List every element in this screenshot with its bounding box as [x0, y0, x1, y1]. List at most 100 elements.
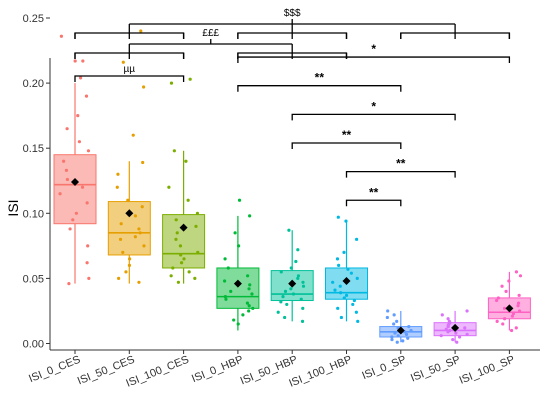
- data-point: [87, 276, 91, 280]
- data-point: [85, 261, 89, 265]
- data-point: [73, 59, 77, 63]
- data-point: [517, 293, 521, 297]
- data-point: [355, 237, 359, 241]
- data-point: [401, 339, 405, 343]
- data-point: [186, 198, 190, 202]
- data-point: [285, 302, 289, 307]
- data-point: [184, 159, 188, 163]
- significance-bracket-line: [345, 199, 402, 207]
- data-point: [300, 319, 305, 323]
- data-point: [352, 298, 356, 303]
- data-point: [223, 257, 227, 261]
- group-bracket-label: $$$: [284, 8, 301, 19]
- data-point: [176, 280, 180, 284]
- data-point: [81, 59, 85, 63]
- data-point: [451, 337, 455, 342]
- box-iqr: [53, 154, 97, 225]
- data-point: [337, 263, 341, 267]
- data-point: [279, 300, 283, 304]
- data-point: [518, 274, 523, 278]
- mean-marker: [125, 209, 134, 218]
- data-point: [84, 94, 89, 98]
- y-axis-ticks: 0.00 0.05 0.10 0.15 0.20 0.25: [23, 13, 50, 350]
- data-point: [195, 211, 200, 215]
- box-iqr: [162, 214, 206, 269]
- y-tick-label: 0.05: [23, 273, 44, 285]
- data-point: [233, 231, 237, 235]
- axes: [49, 58, 540, 351]
- data-point: [248, 214, 252, 218]
- data-point: [78, 76, 83, 80]
- data-point: [392, 313, 396, 317]
- data-point: [354, 310, 358, 314]
- mean-marker: [342, 276, 351, 285]
- data-point: [139, 29, 143, 33]
- data-point: [126, 198, 130, 202]
- data-point: [356, 319, 360, 323]
- data-point: [169, 274, 173, 278]
- significance-bracket-label: **: [396, 157, 406, 171]
- mean-marker: [451, 323, 460, 332]
- data-point: [457, 335, 462, 339]
- data-point: [232, 318, 236, 322]
- data-point: [167, 185, 171, 189]
- significance-bracket-label: **: [369, 185, 379, 199]
- data-point: [169, 81, 174, 85]
- data-point: [276, 310, 280, 314]
- mean-marker: [71, 178, 79, 187]
- data-point: [59, 34, 64, 38]
- data-point: [296, 248, 300, 252]
- data-point: [335, 257, 340, 261]
- significance-bracket-label: *: [371, 99, 376, 113]
- mean-marker: [179, 223, 188, 232]
- data-point: [504, 289, 508, 294]
- y-tick-label: 0.15: [23, 143, 44, 155]
- data-point: [446, 317, 450, 321]
- significance-bracket-label: **: [315, 71, 325, 85]
- data-point: [455, 340, 459, 344]
- y-tick-label: 0.10: [23, 208, 44, 220]
- data-point: [116, 172, 120, 176]
- data-point: [395, 340, 399, 344]
- data-point: [294, 259, 298, 264]
- mean-marker: [396, 326, 405, 335]
- significance-bracket-line: [345, 170, 456, 178]
- significance-bracket-line: [237, 85, 402, 92]
- data-point: [395, 319, 399, 323]
- significance-bracket-line: [237, 56, 511, 64]
- data-point: [193, 276, 197, 280]
- data-point: [187, 270, 191, 274]
- significance-bracket-line: [291, 113, 456, 121]
- data-point: [339, 315, 344, 320]
- data-point: [124, 270, 128, 274]
- data-point: [287, 228, 291, 232]
- data-point: [336, 306, 340, 310]
- data-point: [76, 114, 80, 118]
- data-point: [237, 198, 242, 202]
- data-point: [283, 315, 287, 320]
- data-point: [241, 313, 245, 317]
- data-point: [301, 306, 305, 310]
- data-point: [342, 250, 346, 254]
- data-point: [115, 185, 119, 189]
- data-point: [121, 60, 125, 64]
- data-point: [86, 149, 91, 153]
- mean-marker: [505, 304, 514, 313]
- data-point: [86, 244, 90, 248]
- data-point: [514, 326, 518, 330]
- significance-bracket-label: *: [371, 42, 376, 56]
- data-point: [351, 302, 355, 307]
- significance-annotations: $$$£££µµ**********: [74, 8, 511, 207]
- significance-bracket-line: [74, 75, 185, 82]
- box-iqr: [216, 267, 260, 309]
- data-point: [117, 276, 121, 280]
- data-point: [509, 328, 514, 333]
- data-point: [465, 309, 469, 313]
- data-point: [172, 149, 176, 153]
- data-point: [247, 309, 251, 313]
- data-point: [68, 227, 72, 231]
- data-point: [392, 322, 396, 326]
- data-point: [65, 127, 69, 131]
- data-point: [501, 322, 505, 326]
